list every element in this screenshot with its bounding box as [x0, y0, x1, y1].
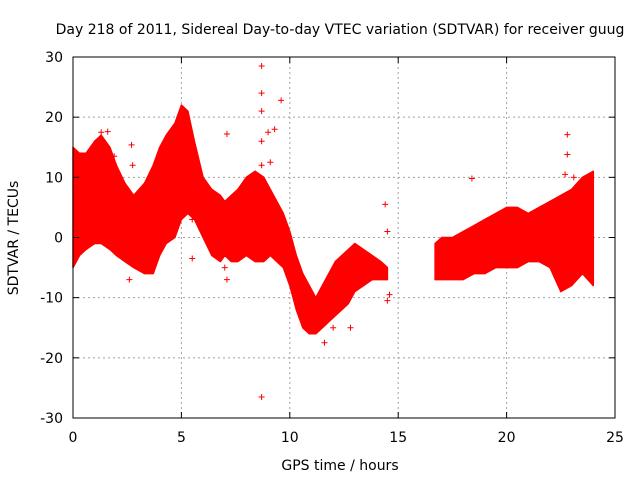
outlier-point: [126, 276, 133, 283]
x-tick-label: 15: [389, 430, 407, 446]
outlier-point: [258, 162, 265, 169]
x-tick-label: 5: [177, 430, 186, 446]
outlier-point: [189, 216, 196, 223]
outlier-point: [468, 175, 475, 182]
outlier-point: [564, 151, 571, 158]
outlier-point: [148, 189, 155, 196]
y-tick-label: 0: [54, 231, 63, 247]
outlier-point: [314, 318, 321, 325]
sdtvar-band: [72, 104, 389, 335]
sdtvar-band: [434, 170, 595, 293]
outlier-point: [129, 162, 136, 169]
outlier-point: [310, 312, 317, 319]
outlier-point: [585, 177, 592, 184]
outlier-point: [104, 128, 111, 135]
outlier-point: [258, 90, 265, 97]
outlier-point: [258, 63, 265, 70]
outlier-point: [111, 153, 118, 160]
outlier-point: [384, 297, 391, 304]
outlier-point: [347, 324, 354, 331]
outlier-point: [223, 131, 230, 138]
y-tick-label: -30: [40, 411, 63, 427]
y-axis-label: SDTVAR / TECUs: [6, 181, 22, 296]
outlier-point: [265, 129, 272, 136]
chart-title: Day 218 of 2011, Sidereal Day-to-day VTE…: [56, 22, 625, 38]
outlier-point: [258, 138, 265, 145]
y-tick-label: -20: [40, 351, 63, 367]
outlier-point: [278, 97, 285, 104]
outlier-point: [562, 171, 569, 178]
outlier-point: [271, 126, 278, 133]
y-tick-label: -10: [40, 291, 63, 307]
data-layer: [72, 63, 595, 400]
outlier-point: [221, 264, 228, 271]
y-tick-label: 30: [45, 50, 63, 66]
y-tick-label: 10: [45, 170, 63, 186]
outlier-point: [321, 339, 328, 346]
outlier-point: [382, 201, 389, 208]
outlier-point: [570, 174, 577, 181]
outlier-point: [330, 324, 337, 331]
x-tick-label: 25: [606, 430, 624, 446]
outlier-point: [258, 393, 265, 400]
outlier-point: [98, 129, 105, 136]
y-tick-label: 20: [45, 110, 63, 126]
x-tick-label: 20: [498, 430, 516, 446]
outlier-point: [564, 131, 571, 138]
x-tick-label: 10: [281, 430, 299, 446]
x-tick-label: 0: [69, 430, 78, 446]
outlier-point: [223, 276, 230, 283]
outlier-point: [386, 291, 393, 298]
outlier-point: [267, 159, 274, 166]
outlier-point: [384, 228, 391, 235]
x-axis-label: GPS time / hours: [281, 458, 398, 474]
outlier-point: [178, 114, 185, 121]
axis-ticks: 0 5 10 15 20 25 -30 -20 -10 0 10 20 30: [40, 50, 624, 446]
outlier-point: [128, 141, 135, 148]
outlier-point: [189, 255, 196, 262]
outlier-point: [258, 108, 265, 115]
